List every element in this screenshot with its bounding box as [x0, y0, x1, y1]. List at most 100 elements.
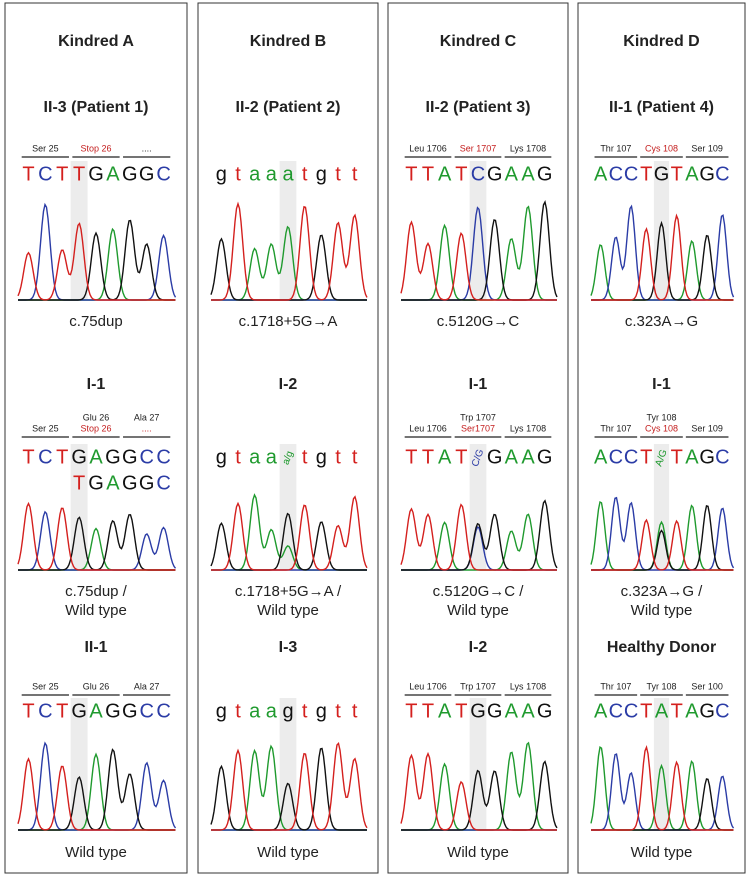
base: C: [715, 163, 729, 185]
base: a: [249, 163, 261, 185]
base: g: [316, 700, 327, 722]
base: A: [594, 446, 608, 468]
trace: [18, 512, 176, 570]
sample-label: I-1: [652, 376, 671, 393]
codon-label: Lys 1708: [510, 143, 546, 153]
base: G: [122, 163, 138, 185]
base: C: [139, 446, 153, 468]
codon-label: Leu 1706: [409, 423, 447, 433]
base: T: [22, 163, 34, 185]
base: g: [282, 700, 293, 722]
codon-label: Lys 1708: [510, 423, 546, 433]
codon-label: Ser 109: [691, 143, 723, 153]
codon-label: Ser1707: [461, 423, 495, 433]
result: Wild type: [447, 602, 509, 619]
codon-label: Trp 1707: [460, 681, 496, 691]
base: A: [594, 163, 608, 185]
base: C: [624, 700, 638, 722]
base: A: [685, 163, 699, 185]
base: t: [302, 163, 308, 185]
base: A: [594, 700, 608, 722]
sample-label: I-1: [87, 376, 106, 393]
base: T: [640, 446, 652, 468]
base: T: [422, 446, 434, 468]
result: Wild type: [631, 602, 693, 619]
result: c.323A→G /: [621, 583, 704, 600]
base: G: [88, 163, 104, 185]
base: A: [505, 446, 519, 468]
result: c.1718+5G→A /: [235, 583, 342, 600]
base: C: [139, 700, 153, 722]
result: c.75dup /: [65, 583, 128, 600]
base: G: [699, 446, 715, 468]
base: T: [405, 446, 417, 468]
codon-label: Tyr 108: [646, 681, 676, 691]
base: a: [249, 700, 261, 722]
result: Wild type: [257, 602, 319, 619]
base: C: [624, 163, 638, 185]
page: {"kindreds": [ {"title": "Kindred A", "s…: [0, 0, 750, 881]
codon-label: Tyr 108: [646, 412, 676, 422]
base: A: [685, 446, 699, 468]
base: T: [455, 700, 467, 722]
base: A: [89, 700, 103, 722]
sample-label: I-1: [469, 376, 488, 393]
base: T: [405, 700, 417, 722]
base: G: [105, 700, 121, 722]
codon-label: Glu 26: [83, 681, 110, 691]
sample-label: II-1 (Patient 4): [609, 99, 714, 116]
base: t: [352, 163, 358, 185]
base: C: [38, 163, 52, 185]
base: G: [699, 163, 715, 185]
codon-label: Leu 1706: [409, 681, 447, 691]
base: T: [73, 472, 85, 494]
base: C: [715, 700, 729, 722]
base: t: [335, 446, 341, 468]
sample-label: II-2 (Patient 3): [426, 99, 531, 116]
codon-label: Glu 26: [83, 412, 110, 422]
base: t: [335, 163, 341, 185]
result: Wild type: [631, 844, 693, 861]
base: A: [685, 700, 699, 722]
base: t: [302, 446, 308, 468]
base: G: [537, 446, 553, 468]
result: Wild type: [447, 844, 509, 861]
base: A: [438, 700, 452, 722]
result: c.5120G→C /: [433, 583, 525, 600]
codon-label: Stop 26: [80, 423, 111, 433]
result: c.323A→G: [625, 313, 698, 330]
base: a: [266, 163, 278, 185]
base: G: [537, 163, 553, 185]
base: a: [266, 446, 278, 468]
result: c.1718+5G→A: [239, 313, 338, 330]
base: A: [505, 163, 519, 185]
result: Wild type: [257, 844, 319, 861]
base: G: [71, 700, 87, 722]
base: A: [521, 163, 535, 185]
sample-label: I-3: [279, 639, 298, 656]
sample-label: I-2: [469, 639, 488, 656]
base: T: [640, 163, 652, 185]
base: G: [88, 472, 104, 494]
base: T: [56, 163, 68, 185]
base: T: [56, 446, 68, 468]
base: a: [266, 700, 278, 722]
base: t: [352, 446, 358, 468]
base: G: [139, 472, 155, 494]
base: t: [352, 700, 358, 722]
base: G: [139, 163, 155, 185]
sample-label: I-2: [279, 376, 298, 393]
base: C: [38, 700, 52, 722]
base: G: [71, 446, 87, 468]
codon-label: Ser 25: [32, 681, 59, 691]
codon-label: Ser 100: [691, 681, 723, 691]
base: T: [640, 700, 652, 722]
base: C: [156, 700, 170, 722]
base: C: [471, 163, 485, 185]
base: G: [122, 446, 138, 468]
base: A: [438, 446, 452, 468]
base: T: [22, 446, 34, 468]
base: T: [73, 163, 85, 185]
base: C: [156, 446, 170, 468]
base: g: [316, 446, 327, 468]
